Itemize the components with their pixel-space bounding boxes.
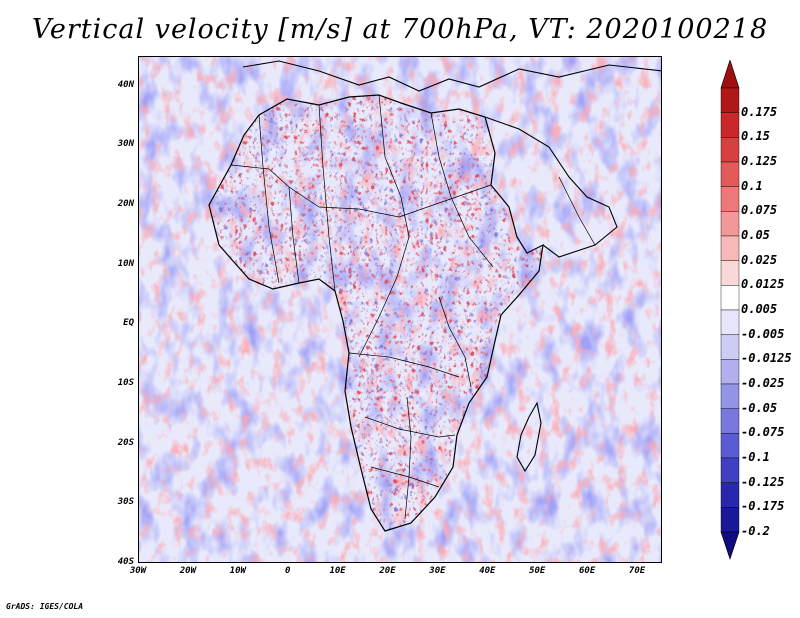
lon-tick-label: 0 <box>284 566 291 576</box>
colorbar-swatch <box>720 309 740 335</box>
europe-coast <box>242 60 661 92</box>
grads-credit: GrADS: IGES/COLA <box>6 602 84 611</box>
colorbar-tick-label: 0.05 <box>741 228 770 242</box>
colorbar-tick-label: 0.0125 <box>741 277 785 292</box>
colorbar-swatch <box>720 285 740 311</box>
lon-tick-label: 70E <box>628 566 646 576</box>
colorbar-swatch <box>720 507 740 533</box>
colorbar-tick-label: 0.175 <box>741 104 778 119</box>
colorbar-tick-label: 0.025 <box>741 252 778 267</box>
colorbar-swatch <box>720 334 740 360</box>
colorbar-swatch <box>720 186 740 212</box>
colorbar-tick-label: 0.005 <box>741 302 778 316</box>
lat-tick-label: 20N <box>117 199 134 210</box>
colorbar-swatch <box>720 359 740 385</box>
colorbar-tick-label: 0.075 <box>741 203 778 218</box>
colorbar-swatch <box>720 408 740 434</box>
map-title: Vertical velocity [m/s] at 700hPa, VT: 2… <box>31 14 769 45</box>
lon-tick-label: 30W <box>129 566 147 576</box>
lat-tick-label: 10N <box>117 258 134 269</box>
colorbar-swatch <box>720 383 740 409</box>
country-borders <box>230 94 596 520</box>
lon-tick-label: 20W <box>179 566 197 576</box>
colorbar-swatch <box>720 433 740 459</box>
lon-tick-label: 20E <box>379 566 396 576</box>
arabian-peninsula-coast <box>484 116 618 258</box>
lat-tick-label: EQ <box>123 318 134 329</box>
colorbar-tick-label: 0.125 <box>741 154 778 168</box>
lon-tick-label: 50E <box>529 566 546 576</box>
colorbar-swatch <box>720 87 740 113</box>
colorbar-tick-label: -0.125 <box>741 474 785 489</box>
colorbar <box>720 60 740 560</box>
colorbar-swatch <box>720 235 740 261</box>
colorbar-tick-label: -0.05 <box>741 400 778 415</box>
colorbar-tick-label: -0.005 <box>741 326 785 341</box>
colorbar-tick-label: -0.1 <box>741 450 770 464</box>
lon-tick-label: 30E <box>429 566 446 576</box>
colorbar-tick-label: -0.075 <box>741 425 785 440</box>
lat-tick-label: 40N <box>117 79 134 90</box>
map-plot-area <box>138 56 662 563</box>
colorbar-tick-label: -0.2 <box>741 524 770 538</box>
madagascar-coast <box>516 401 542 473</box>
colorbar-tick-label: -0.175 <box>741 499 785 514</box>
colorbar-top-arrow <box>720 60 740 89</box>
colorbar-tick-label: -0.025 <box>741 376 785 390</box>
colorbar-bottom-arrow <box>720 531 740 560</box>
colorbar-tick-label: 0.15 <box>741 129 770 144</box>
colorbar-swatch <box>720 137 740 163</box>
lat-tick-label: 30S <box>117 497 134 508</box>
colorbar-tick-label: 0.1 <box>741 178 763 193</box>
lat-tick-label: 20S <box>117 437 134 448</box>
colorbar-tick-label: -0.0125 <box>741 351 792 366</box>
colorbar-swatch <box>720 112 740 138</box>
colorbar-swatch <box>720 457 740 483</box>
lon-tick-label: 10W <box>229 566 246 576</box>
lon-tick-label: 10E <box>329 566 346 576</box>
lon-tick-label: 40E <box>479 566 496 576</box>
colorbar-swatch <box>720 211 740 237</box>
lon-tick-label: 60E <box>579 566 596 576</box>
colorbar-swatch <box>720 260 740 286</box>
lat-tick-label: 40S <box>117 557 134 567</box>
lat-tick-label: 10S <box>117 378 134 389</box>
colorbar-swatch <box>720 161 740 187</box>
colorbar-swatch <box>720 482 740 508</box>
vertical-velocity-field <box>139 57 661 562</box>
lat-tick-label: 30N <box>117 139 134 150</box>
